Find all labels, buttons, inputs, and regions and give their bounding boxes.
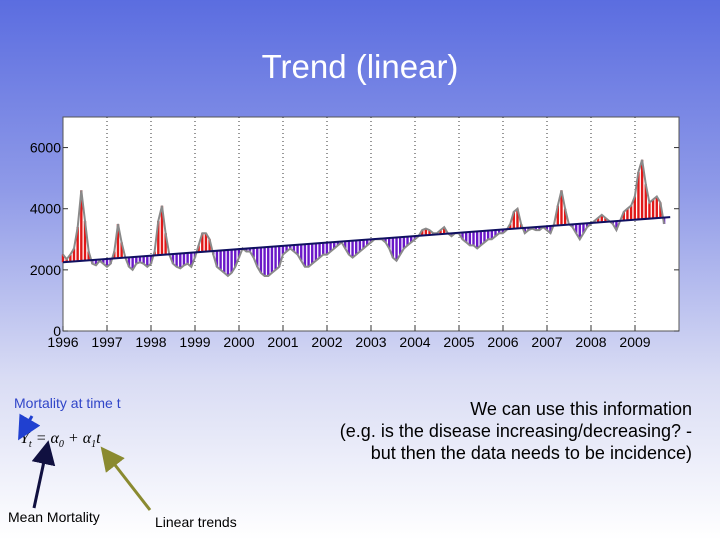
arrow-to-yt — [24, 416, 32, 430]
arrow-to-alpha1 — [108, 456, 150, 510]
annotation-arrows — [0, 0, 720, 540]
arrow-to-alpha0 — [34, 452, 46, 508]
